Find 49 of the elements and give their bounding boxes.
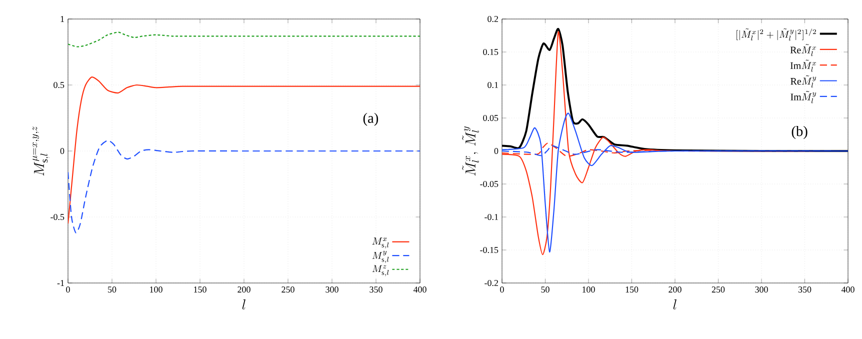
legend-label: $\mathrm{Re}\tilde{M}^{y}_{l}$ [790, 75, 816, 88]
legend-label: $M^{x}_{\mathrm{s},l}$ [372, 238, 389, 249]
x-tick-label: 50 [108, 286, 116, 293]
x-axis-title: $l$ [242, 299, 246, 310]
x-tick-label: 350 [370, 286, 382, 293]
y-tick-label: 0.1 [488, 82, 498, 88]
legend-label: $M^{z}_{\mathrm{s},l}$ [372, 265, 389, 276]
x-tick-label: 150 [194, 286, 206, 293]
x-tick-label: 250 [712, 286, 725, 293]
annotation: (a) [363, 112, 378, 126]
x-tick-label: 100 [582, 286, 595, 293]
y-tick-label: -0.2 [484, 280, 498, 286]
x-tick-label: 250 [282, 286, 294, 293]
y-axis-title: $\tilde{M}^{x}_{l},\,\tilde{M}^{y}_{l}$ [462, 126, 480, 176]
legend-label: $\mathrm{Im}\tilde{M}^{y}_{l}$ [790, 91, 816, 104]
x-tick-label: 100 [150, 286, 162, 293]
legend-label: $[|\tilde{M}^{x}_{l}|^{2}+|\tilde{M}^{y}_{l}|^{2}]^{1/2}$ [736, 28, 816, 41]
legend-label: $\mathrm{Im}\tilde{M}^{x}_{l}$ [790, 60, 816, 72]
x-tick-label: 50 [541, 286, 550, 293]
x-tick-label: 400 [841, 286, 854, 293]
x-tick-label: 300 [755, 286, 768, 293]
y-tick-label: 0.05 [483, 114, 498, 122]
legend-label: $M^{y}_{\mathrm{s},l}$ [372, 250, 389, 264]
y-axis-title: $M^{\mu=x,y,z}_{\mathrm{s},l}$ [32, 126, 50, 176]
x-tick-label: 200 [238, 286, 250, 293]
x-tick-label: 150 [626, 286, 638, 293]
y-tick-label: -0.05 [480, 180, 498, 188]
y-tick-label: 0.2 [488, 16, 498, 22]
line-series [68, 32, 420, 48]
y-tick-label: 0 [60, 148, 64, 154]
y-tick-label: 0 [494, 148, 498, 154]
x-tick-label: 300 [326, 286, 338, 293]
y-tick-label: -0.5 [50, 214, 64, 220]
annotation: (b) [792, 126, 808, 140]
x-axis-title: $l$ [673, 299, 676, 310]
x-tick-label: 0 [66, 286, 70, 293]
line-series [68, 140, 420, 234]
y-tick-label: -1 [57, 280, 64, 286]
y-tick-label: 0.5 [54, 82, 64, 88]
line-series [68, 76, 420, 224]
x-tick-label: 200 [668, 286, 682, 293]
x-tick-label: 350 [798, 286, 812, 293]
y-tick-label: -0.1 [484, 214, 498, 220]
y-tick-label: 0.15 [483, 48, 498, 56]
legend-label: $\mathrm{Re}\tilde{M}^{x}_{l}$ [790, 44, 816, 56]
x-tick-label: 400 [413, 286, 426, 293]
x-tick-label: 0 [500, 286, 504, 293]
y-tick-label: 1 [60, 16, 64, 22]
y-tick-label: -0.15 [480, 246, 498, 254]
